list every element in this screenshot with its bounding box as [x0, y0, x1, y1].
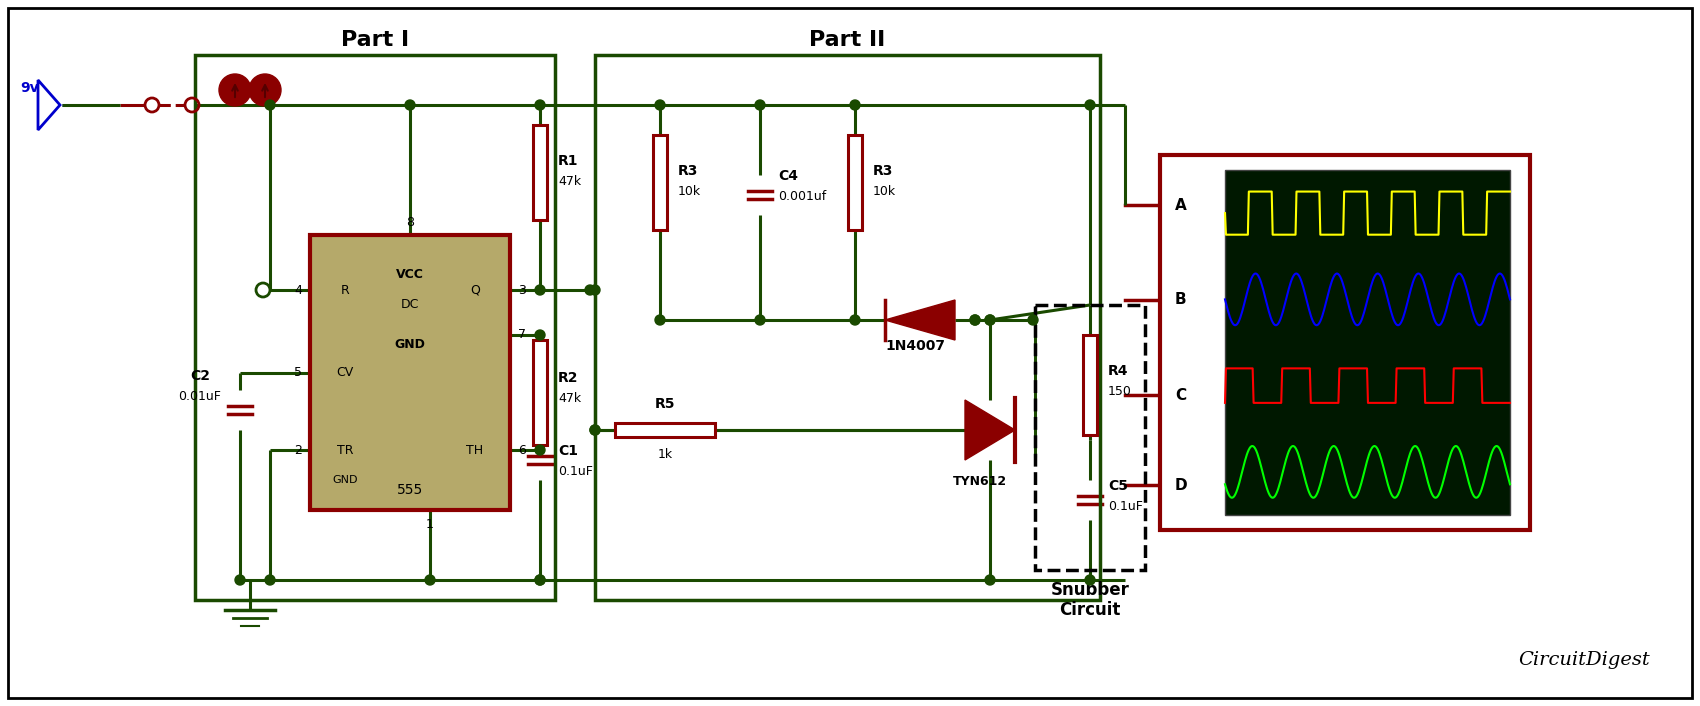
Circle shape: [850, 315, 860, 325]
Circle shape: [265, 575, 275, 585]
Text: 8: 8: [406, 217, 415, 229]
Circle shape: [850, 100, 860, 110]
Text: TR: TR: [337, 443, 354, 457]
Text: GND: GND: [394, 338, 425, 352]
Bar: [309, 235, 510, 510]
Text: 0.1uF: 0.1uF: [558, 465, 593, 478]
Circle shape: [755, 315, 765, 325]
Text: 0.01uF: 0.01uF: [178, 390, 221, 403]
Circle shape: [405, 100, 415, 110]
Text: TH: TH: [466, 443, 483, 457]
Text: 7: 7: [518, 328, 525, 342]
Text: GND: GND: [332, 475, 357, 485]
Text: B: B: [1175, 292, 1187, 308]
Text: DC: DC: [401, 299, 420, 311]
Text: 47k: 47k: [558, 175, 581, 188]
Circle shape: [536, 285, 546, 295]
Text: R4: R4: [1108, 364, 1129, 378]
Bar: [534, 125, 547, 220]
Bar: [595, 55, 1100, 600]
Circle shape: [590, 285, 600, 295]
Text: 10k: 10k: [874, 185, 896, 198]
Circle shape: [235, 575, 245, 585]
Circle shape: [1028, 315, 1039, 325]
Text: 150: 150: [1108, 385, 1132, 398]
Text: Q: Q: [471, 284, 479, 297]
Circle shape: [536, 100, 546, 110]
Polygon shape: [966, 400, 1015, 460]
Text: 3: 3: [518, 284, 525, 297]
Circle shape: [265, 100, 275, 110]
Text: CV: CV: [337, 366, 354, 379]
Bar: [534, 340, 547, 445]
Text: Part II: Part II: [809, 30, 886, 50]
Circle shape: [536, 330, 546, 340]
Circle shape: [536, 575, 546, 585]
Text: D: D: [1175, 477, 1188, 493]
Text: R3: R3: [874, 164, 894, 178]
Text: 6: 6: [518, 443, 525, 457]
Text: 47k: 47k: [558, 393, 581, 405]
Text: C4: C4: [779, 169, 797, 183]
Text: Circuit: Circuit: [1059, 601, 1120, 619]
Circle shape: [1085, 575, 1095, 585]
Text: Part I: Part I: [342, 30, 410, 50]
Text: 555: 555: [396, 483, 423, 497]
Bar: [1226, 170, 1510, 515]
Circle shape: [984, 575, 994, 585]
Text: C2: C2: [190, 369, 211, 383]
Text: 9v: 9v: [20, 81, 39, 95]
Circle shape: [536, 575, 546, 585]
Text: 10k: 10k: [678, 185, 700, 198]
Text: 2: 2: [294, 443, 303, 457]
Circle shape: [219, 74, 252, 106]
Text: R1: R1: [558, 154, 578, 168]
Circle shape: [536, 445, 546, 455]
Text: TYN612: TYN612: [954, 475, 1006, 488]
Text: C: C: [1175, 388, 1187, 402]
Circle shape: [971, 315, 979, 325]
Text: 1: 1: [427, 518, 434, 532]
Bar: [1159, 155, 1530, 530]
Text: 5: 5: [294, 366, 303, 379]
Text: VCC: VCC: [396, 268, 423, 282]
Circle shape: [984, 315, 994, 325]
Circle shape: [971, 315, 979, 325]
Text: A: A: [1175, 198, 1187, 213]
Polygon shape: [886, 300, 955, 340]
Circle shape: [984, 315, 994, 325]
Circle shape: [654, 315, 665, 325]
Text: CircuitDigest: CircuitDigest: [1518, 651, 1651, 669]
Text: 1k: 1k: [658, 448, 673, 461]
Text: 0.001uf: 0.001uf: [779, 190, 826, 203]
Bar: [848, 135, 862, 230]
Circle shape: [248, 74, 280, 106]
Text: Snubber: Snubber: [1051, 581, 1129, 599]
Text: R3: R3: [678, 164, 699, 178]
Bar: [615, 423, 716, 437]
Circle shape: [590, 425, 600, 435]
Text: R: R: [340, 284, 350, 297]
Text: C1: C1: [558, 444, 578, 458]
Circle shape: [755, 100, 765, 110]
Text: R5: R5: [654, 397, 675, 411]
Circle shape: [425, 575, 435, 585]
Bar: [196, 55, 554, 600]
Text: 1N4007: 1N4007: [886, 339, 945, 353]
Text: C5: C5: [1108, 479, 1129, 493]
Circle shape: [1085, 100, 1095, 110]
Bar: [653, 135, 666, 230]
Text: 4: 4: [294, 284, 303, 297]
Circle shape: [654, 100, 665, 110]
Circle shape: [590, 425, 600, 435]
Bar: [1035, 305, 1146, 570]
Text: R2: R2: [558, 371, 578, 385]
Text: 0.1uF: 0.1uF: [1108, 500, 1142, 513]
Bar: [1083, 335, 1096, 435]
Circle shape: [585, 285, 595, 295]
